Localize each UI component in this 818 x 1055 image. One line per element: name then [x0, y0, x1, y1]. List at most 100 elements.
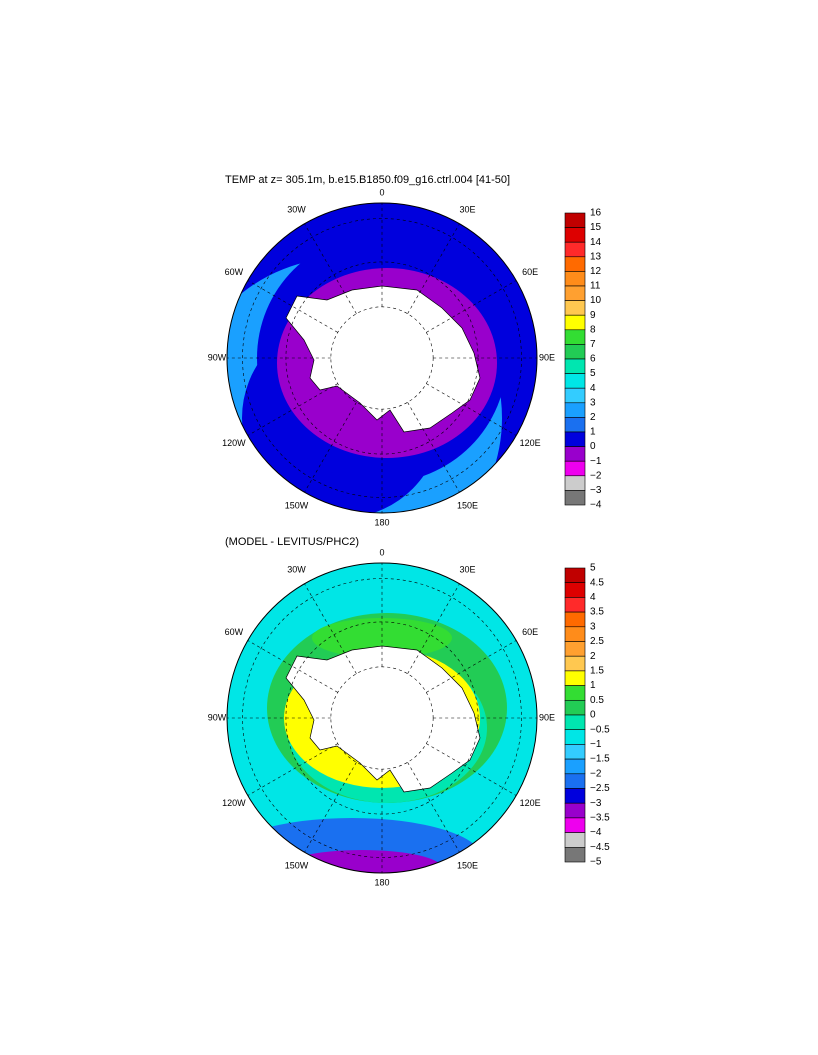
meridian — [247, 640, 338, 693]
colorbar-label: 9 — [590, 310, 596, 321]
lon-label: 0 — [379, 187, 384, 197]
meridian — [407, 223, 460, 314]
colorbar-box — [564, 729, 586, 745]
lon-label: 150W — [285, 500, 309, 510]
colorbar-box — [564, 490, 586, 506]
colorbar-box — [564, 314, 586, 331]
colorbar-label: −1 — [590, 739, 602, 750]
lon-label: 60W — [225, 627, 244, 637]
neg-core — [282, 850, 442, 873]
lon-label: 0 — [379, 547, 384, 557]
meridian — [247, 280, 338, 333]
colorbar-box — [564, 744, 586, 760]
meridian — [247, 383, 338, 436]
colorbar-box — [564, 387, 586, 404]
colorbar-label: 4 — [590, 592, 596, 603]
meridian — [426, 383, 517, 436]
lon-label: 120E — [520, 798, 541, 808]
colorbar-label: 0 — [590, 441, 596, 452]
meridian — [426, 640, 517, 693]
lon-label: 30E — [459, 204, 475, 214]
colorbar-box — [564, 626, 586, 642]
colorbar-label: 1 — [590, 427, 596, 438]
colorbar-box — [564, 846, 586, 863]
colorbar-label: 2.5 — [590, 636, 604, 647]
pos-core — [312, 618, 452, 658]
lon-label: 180 — [374, 517, 389, 527]
colorbar-label: 3.5 — [590, 607, 604, 618]
colorbar-label: 7 — [590, 339, 596, 350]
colorbar-box — [564, 611, 586, 628]
map-border — [226, 202, 538, 514]
colorbar-label: 12 — [590, 266, 602, 277]
colorbar-box — [564, 271, 586, 287]
meridian — [407, 762, 460, 853]
latitude-line — [242, 218, 522, 498]
colorbar-label: 13 — [590, 251, 602, 262]
lon-label: 90E — [539, 352, 555, 362]
lon-label: 60W — [225, 267, 244, 277]
colorbar-box — [564, 402, 586, 418]
meridian — [426, 743, 517, 796]
colorbar-label: −0.5 — [590, 724, 610, 735]
colorbar-label: −4 — [590, 827, 602, 838]
colorbar-label: 5 — [590, 563, 596, 574]
colorbar-label: −4 — [590, 500, 602, 511]
colorbar-box — [564, 655, 586, 672]
colorbar-label: 4 — [590, 383, 596, 394]
colorbar-label: 14 — [590, 237, 602, 248]
colorbar-label: 3 — [590, 397, 596, 408]
colorbar-label: 0.5 — [590, 695, 604, 706]
lon-label: 90W — [208, 712, 227, 722]
map-body — [227, 203, 537, 513]
colorbar-box — [564, 597, 586, 613]
map-body — [227, 563, 537, 873]
colorbar-label: 0 — [590, 710, 596, 721]
map-title: TEMP at z= 305.1m, b.e15.B1850.f09_g16.c… — [225, 174, 510, 186]
lon-label: 90W — [208, 352, 227, 362]
colorbar-label: 2 — [590, 651, 596, 662]
lon-label: 180 — [374, 877, 389, 887]
colorbar-label: 2 — [590, 412, 596, 423]
colorbar-box — [564, 714, 586, 730]
colorbar-label: −2 — [590, 470, 602, 481]
meridian — [407, 583, 460, 674]
colorbar-box — [564, 241, 586, 258]
colorbar-label: −2.5 — [590, 783, 610, 794]
lon-label: 150E — [457, 860, 478, 870]
colorbar-box — [564, 446, 586, 462]
map-border — [226, 562, 538, 874]
lon-label: 60E — [522, 267, 538, 277]
colorbar-box — [564, 773, 586, 789]
lon-label: 30E — [459, 564, 475, 574]
colorbar-box — [564, 758, 586, 775]
colorbar-box — [564, 212, 586, 228]
colorbar-box — [564, 344, 586, 360]
meridian — [426, 280, 517, 333]
colorbar-box — [564, 417, 586, 433]
colorbar-label: −1.5 — [590, 754, 610, 765]
lon-label: 150W — [285, 860, 309, 870]
colorbar-label: −2 — [590, 768, 602, 779]
colorbar-label: 3 — [590, 621, 596, 632]
lon-label: 60E — [522, 627, 538, 637]
antarctica — [285, 645, 481, 793]
colorbar-label: −1 — [590, 456, 602, 467]
meridian — [304, 762, 357, 853]
lon-label: 150E — [457, 500, 478, 510]
antarctica — [285, 285, 481, 433]
colorbar-box — [564, 373, 586, 389]
lon-label: 120W — [222, 438, 246, 448]
colorbar-box — [564, 329, 586, 345]
colorbar-box — [564, 802, 586, 819]
colorbar-label: 1.5 — [590, 666, 604, 677]
colorbar-box — [564, 817, 586, 833]
meridian — [304, 402, 357, 493]
colorbar-label: 10 — [590, 295, 602, 306]
meridian — [304, 583, 357, 674]
colorbar-box — [564, 670, 586, 686]
colorbar-label: 15 — [590, 222, 602, 233]
colorbar-label: 1 — [590, 680, 596, 691]
colorbar-box — [564, 431, 586, 447]
